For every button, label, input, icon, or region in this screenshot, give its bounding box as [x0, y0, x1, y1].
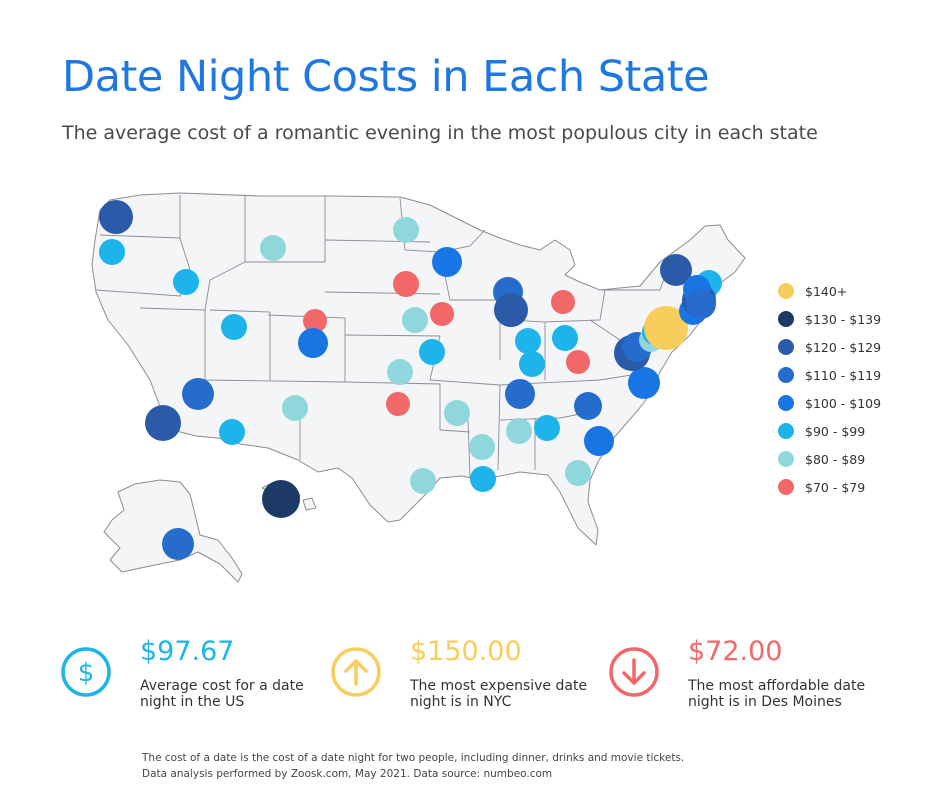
city-marker-nashville: [505, 379, 535, 409]
footnote: The cost of a date is the cost of a date…: [142, 750, 684, 782]
legend-dot: [778, 311, 794, 327]
city-marker-indianapolis: [515, 328, 541, 354]
city-marker-charleston-sc: [584, 426, 614, 456]
footnote-methodology: The cost of a date is the cost of a date…: [142, 752, 685, 764]
city-marker-detroit: [551, 290, 575, 314]
legend-dot: [778, 367, 794, 383]
legend-item: $90 - $99: [778, 417, 881, 445]
city-marker-sioux-falls: [393, 271, 419, 297]
city-marker-bridgeport: [686, 289, 716, 319]
city-marker-chicago: [494, 293, 528, 327]
city-marker-columbus: [552, 325, 578, 351]
city-marker-new-york-city: [644, 306, 688, 350]
contiguous-us-outline: [91, 192, 746, 546]
state-borders: [95, 195, 671, 479]
legend-dot: [778, 479, 794, 495]
city-marker-omaha: [402, 307, 428, 333]
footnote-source: Data analysis performed by Zoosk.com, Ma…: [142, 768, 553, 780]
city-marker-las-vegas: [182, 378, 214, 410]
svg-text:$: $: [78, 658, 95, 688]
legend-label: $100 - $109: [805, 395, 882, 411]
legend-label: $90 - $99: [805, 423, 866, 439]
city-marker-denver: [298, 328, 328, 358]
legend-dot: [778, 451, 794, 467]
city-marker-minneapolis: [432, 247, 462, 277]
city-marker-little-rock: [444, 400, 470, 426]
stat-average-value: $97.67: [140, 636, 235, 667]
city-marker-cheyenne: [303, 309, 327, 333]
page-subtitle: The average cost of a romantic evening i…: [62, 122, 818, 144]
city-marker-honolulu: [262, 480, 300, 518]
stat-most-expensive-description: The most expensive date night is in NYC: [410, 678, 588, 710]
legend-dot: [778, 339, 794, 355]
legend-dot: [778, 423, 794, 439]
legend-item: $110 - $119: [778, 361, 881, 389]
city-marker-albuquerque: [282, 395, 308, 421]
legend: $140+ $130 - $139 $120 - $129 $110 - $11…: [778, 277, 881, 501]
city-marker-new-orleans: [470, 466, 496, 492]
city-marker-jacksonville: [565, 460, 591, 486]
legend-item: $80 - $89: [778, 445, 881, 473]
city-marker-louisville: [519, 351, 545, 377]
legend-dot: [778, 283, 794, 299]
city-marker-kansas-city: [419, 339, 445, 365]
city-marker-birmingham: [506, 418, 532, 444]
legend-item: $130 - $139: [778, 305, 881, 333]
legend-label: $140+: [805, 283, 848, 299]
dollar-icon: $: [61, 647, 111, 697]
city-marker-anchorage: [162, 528, 194, 560]
city-marker-los-angeles: [145, 405, 181, 441]
city-marker-phoenix: [219, 419, 245, 445]
city-marker-des-moines: [430, 302, 454, 326]
city-marker-atlanta: [534, 415, 560, 441]
legend-item: $140+: [778, 277, 881, 305]
legend-label: $110 - $119: [805, 367, 882, 383]
legend-item: $70 - $79: [778, 473, 881, 501]
stat-average-description: Average cost for a date night in the US: [140, 678, 304, 710]
city-marker-burlington: [660, 254, 692, 286]
stat-most-affordable-value: $72.00: [688, 636, 783, 667]
legend-label: $120 - $129: [805, 339, 882, 355]
city-marker-houston: [410, 468, 436, 494]
arrow-down-icon: [609, 647, 659, 697]
city-marker-portland: [99, 239, 125, 265]
city-marker-seattle: [99, 200, 133, 234]
city-marker-fargo: [393, 217, 419, 243]
city-marker-virginia-beach: [628, 367, 660, 399]
city-marker-charleston-wv: [566, 350, 590, 374]
stat-most-affordable-description: The most affordable date night is in Des…: [688, 678, 866, 710]
legend-item: $120 - $129: [778, 333, 881, 361]
city-markers: [99, 200, 722, 560]
city-marker-jackson: [469, 434, 495, 460]
city-marker-oklahoma-city: [386, 392, 410, 416]
page-title: Date Night Costs in Each State: [62, 52, 710, 102]
legend-label: $80 - $89: [805, 451, 866, 467]
legend-item: $100 - $109: [778, 389, 881, 417]
arrow-up-icon: [331, 647, 381, 697]
city-marker-boise: [173, 269, 199, 295]
legend-label: $70 - $79: [805, 479, 866, 495]
city-marker-salt-lake-city: [221, 314, 247, 340]
legend-label: $130 - $139: [805, 311, 882, 327]
city-marker-billings: [260, 235, 286, 261]
stat-most-expensive-value: $150.00: [410, 636, 522, 667]
city-marker-wichita: [387, 359, 413, 385]
city-marker-charlotte: [574, 392, 602, 420]
legend-dot: [778, 395, 794, 411]
